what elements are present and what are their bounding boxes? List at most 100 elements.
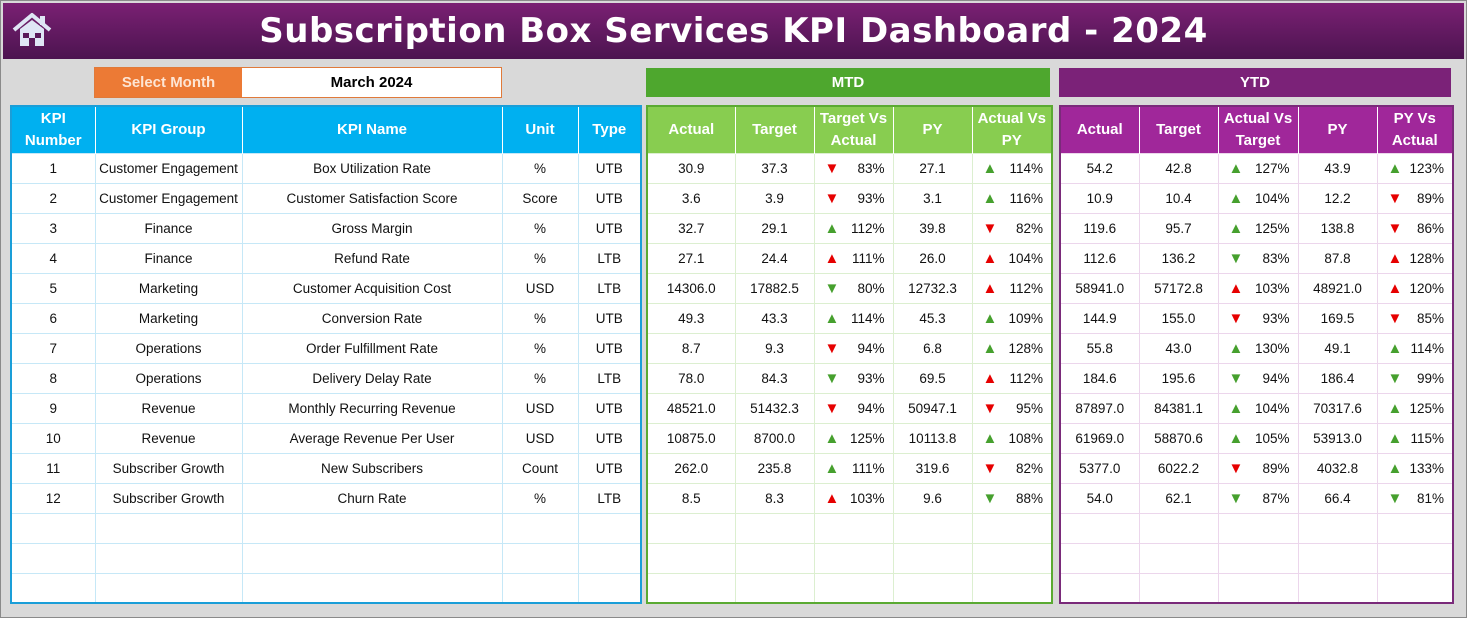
kpi-group: Revenue — [94, 392, 243, 424]
triangle-down-icon: ▼ — [824, 159, 840, 177]
table-row: 11 Subscriber Growth New Subscribers Count U… — [10, 452, 642, 484]
triangle-up-icon: ▲ — [982, 339, 998, 357]
triangle-up-icon: ▲ — [1387, 279, 1403, 297]
kpi-type: UTB — [577, 422, 642, 454]
kpi-unit: Score — [501, 182, 579, 214]
triangle-up-icon: ▲ — [1387, 429, 1403, 447]
mtd-target: 37.3 — [734, 152, 815, 184]
table-row: 32.7 29.1 ▲ 112% 39.8 ▼ 82% — [646, 212, 1053, 244]
percent-value: 112% — [850, 220, 885, 236]
triangle-up-icon: ▲ — [824, 219, 840, 237]
ytd-actual: 5377.0 — [1059, 452, 1140, 484]
indicator-cell: ▼ 87% — [1217, 482, 1299, 514]
indicator-cell: ▲ 105% — [1217, 422, 1299, 454]
indicator-cell: ▲ 125% — [1376, 392, 1454, 424]
indicator-cell: ▼ 82% — [971, 212, 1053, 244]
ytd-target: 57172.8 — [1138, 272, 1219, 304]
percent-value: 104% — [1008, 250, 1043, 266]
kpi-table: KPI Number KPI Group KPI Name Unit Type 1 Cust… — [10, 105, 642, 604]
triangle-up-icon: ▲ — [824, 249, 840, 267]
mtd-target: 43.3 — [734, 302, 815, 334]
percent-value: 111% — [851, 460, 885, 476]
triangle-down-icon: ▼ — [982, 219, 998, 237]
kpi-type: UTB — [577, 452, 642, 484]
percent-value: 86% — [1416, 220, 1444, 236]
month-dropdown[interactable]: March 2024 — [242, 68, 501, 97]
empty-cell — [646, 512, 736, 544]
column-header: KPI Number — [11, 106, 96, 153]
kpi-name: Delivery Delay Rate — [241, 362, 503, 394]
table-row: 5 Marketing Customer Acquisition Cost USD LT… — [10, 272, 642, 304]
kpi-name: Average Revenue Per User — [241, 422, 503, 454]
triangle-up-icon: ▲ — [1228, 159, 1244, 177]
percent-value: 93% — [857, 370, 885, 386]
percent-value: 120% — [1409, 280, 1444, 296]
indicator-cell: ▲ 133% — [1376, 452, 1454, 484]
percent-value: 83% — [1262, 250, 1290, 266]
kpi-number: 2 — [10, 182, 96, 214]
percent-value: 93% — [1262, 310, 1290, 326]
empty-cell — [813, 512, 894, 544]
percent-value: 85% — [1416, 310, 1444, 326]
empty-cell — [1138, 512, 1219, 544]
mtd-target: 51432.3 — [734, 392, 815, 424]
indicator-cell: ▲ 111% — [813, 452, 894, 484]
kpi-unit: % — [501, 242, 579, 274]
kpi-group: Operations — [94, 362, 243, 394]
kpi-name: Customer Satisfaction Score — [241, 182, 503, 214]
empty-cell — [1059, 512, 1140, 544]
triangle-down-icon: ▼ — [1387, 369, 1403, 387]
kpi-type: UTB — [577, 182, 642, 214]
empty-row — [10, 512, 642, 544]
indicator-cell: ▼ 99% — [1376, 362, 1454, 394]
triangle-up-icon: ▲ — [824, 459, 840, 477]
table-row: 3 Finance Gross Margin% UTB — [10, 212, 642, 244]
home-icon[interactable] — [11, 10, 53, 50]
ytd-py: 87.8 — [1297, 242, 1378, 274]
empty-cell — [734, 512, 815, 544]
indicator-cell: ▼ 81% — [1376, 482, 1454, 514]
column-header: Type — [578, 106, 642, 153]
ytd-py: 48921.0 — [1297, 272, 1378, 304]
empty-row — [1059, 512, 1454, 544]
triangle-down-icon: ▼ — [824, 339, 840, 357]
triangle-up-icon: ▲ — [1387, 159, 1403, 177]
percent-value: 116% — [1009, 190, 1043, 206]
empty-cell — [1217, 572, 1299, 604]
indicator-cell: ▼ 94% — [813, 332, 894, 364]
ytd-actual: 10.9 — [1059, 182, 1140, 214]
table-row: 12 Subscriber Growth Churn Rate% LTB — [10, 482, 642, 514]
triangle-up-icon: ▲ — [1387, 339, 1403, 357]
empty-cell — [241, 572, 503, 604]
triangle-up-icon: ▲ — [1387, 249, 1403, 267]
empty-cell — [1217, 512, 1299, 544]
ytd-py: 53913.0 — [1297, 422, 1378, 454]
empty-cell — [1217, 542, 1299, 574]
percent-value: 93% — [857, 190, 885, 206]
ytd-actual: 87897.0 — [1059, 392, 1140, 424]
indicator-cell: ▲ 114% — [813, 302, 894, 334]
mtd-py: 319.6 — [892, 452, 973, 484]
percent-value: 125% — [1254, 220, 1290, 236]
empty-cell — [94, 512, 243, 544]
empty-cell — [94, 542, 243, 574]
ytd-target: 58870.6 — [1138, 422, 1219, 454]
table-row: 14306.0 17882.5 ▼ 80% 12732.3 ▲ 112% — [646, 272, 1053, 304]
table-row: 262.0 235.8 ▲ 111% 319.6 ▼ 82% — [646, 452, 1053, 484]
kpi-type: LTB — [577, 482, 642, 514]
kpi-type: UTB — [577, 302, 642, 334]
empty-cell — [1297, 572, 1378, 604]
kpi-name: Box Utilization Rate — [241, 152, 503, 184]
mtd-actual: 49.3 — [646, 302, 736, 334]
kpi-unit: Count — [501, 452, 579, 484]
table-row: 54.0 62.1 ▼ 87% 66.4 ▼ 81% — [1059, 482, 1454, 514]
table-row: 184.6 195.6 ▼ 94% 186.4 ▼ 99% — [1059, 362, 1454, 394]
kpi-number: 1 — [10, 152, 96, 184]
indicator-cell: ▲ 128% — [1376, 242, 1454, 274]
percent-value: 104% — [1254, 190, 1290, 206]
kpi-number: 3 — [10, 212, 96, 244]
table-row: 30.9 37.3 ▼ 83% 27.1 ▲ 114% — [646, 152, 1053, 184]
table-row: 5377.0 6022.2 ▼ 89% 4032.8 ▲ 133% — [1059, 452, 1454, 484]
empty-cell — [577, 572, 642, 604]
column-header: PY — [1298, 106, 1378, 153]
